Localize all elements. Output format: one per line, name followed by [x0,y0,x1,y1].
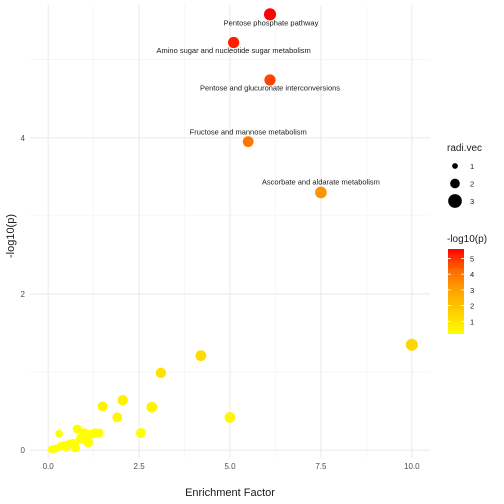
data-point [75,433,86,444]
data-point [405,338,418,351]
data-point [263,8,277,21]
y-tick-label: 4 [21,134,26,143]
data-point [60,440,70,451]
x-tick-label: 7.5 [315,462,327,471]
point-labels: Pentose phosphate pathway Amino sugar and… [157,18,380,186]
x-tick-label: 0.0 [43,462,55,471]
color-legend-title: -log10(p) [447,234,487,245]
point-label: Amino sugar and nucleotide sugar metabol… [157,46,311,55]
data-points [47,8,418,454]
size-legend: radi.vec 1 2 3 [447,143,482,208]
size-legend-title: radi.vec [447,143,482,154]
x-tick-label: 10.0 [404,462,420,471]
data-point [117,395,128,406]
size-legend-key [450,178,460,189]
size-legend-label: 3 [470,197,474,206]
color-legend-label: 5 [470,254,474,263]
data-point [264,74,276,86]
point-label: Fructose and mannose metabolism [190,127,307,136]
size-legend-label: 1 [470,162,474,171]
x-tick-label: 2.5 [134,462,146,471]
data-point [242,136,254,148]
colorbar [448,249,464,334]
y-tick-label: 2 [21,290,26,299]
color-legend-label: 4 [470,270,474,279]
point-label: Ascorbate and aldarate metabolism [262,178,380,187]
data-point [315,186,327,199]
color-legend-label: 1 [470,317,474,326]
color-legend: -log10(p) 1 2 3 4 5 [447,234,487,334]
y-tick-label: 0 [21,446,26,455]
size-legend-key [452,163,458,169]
data-point [135,428,146,438]
color-legend-label: 2 [470,302,474,311]
point-label: Pentose and glucuronate interconversions [200,84,340,93]
x-tick-label: 5.0 [224,462,236,471]
data-point [97,401,108,412]
data-point [72,424,82,434]
size-legend-label: 2 [470,180,474,189]
axis-ticks: 0.0 2.5 5.0 7.5 10.0 0 2 4 [21,134,421,471]
color-legend-label: 3 [470,286,474,295]
data-point [146,401,158,413]
data-point [224,411,236,423]
y-axis-title: -log10(p) [5,214,17,258]
point-label: Pentose phosphate pathway [224,18,319,27]
data-point [195,350,207,362]
size-legend-key [448,194,462,208]
x-axis-title: Enrichment Factor [185,487,275,499]
grid [30,5,430,458]
data-point [55,429,63,438]
data-point [83,437,94,448]
data-point [68,438,79,450]
data-point [90,428,101,438]
data-point [228,36,240,49]
data-point [112,412,123,423]
data-point [155,367,167,379]
